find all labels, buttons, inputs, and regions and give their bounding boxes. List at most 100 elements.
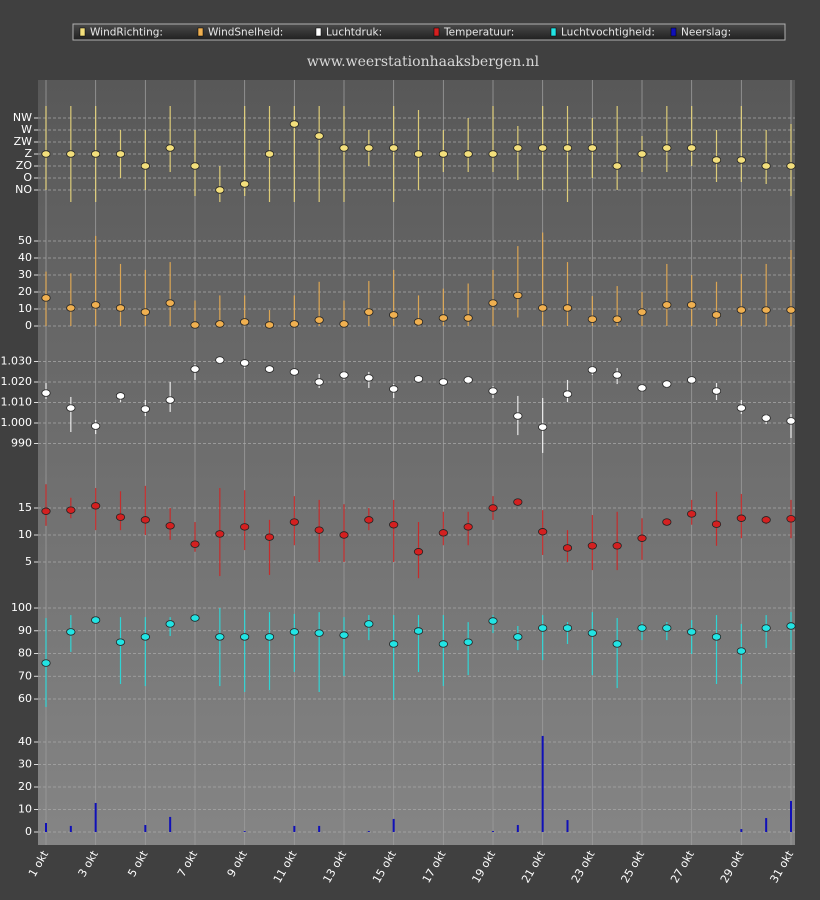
point (66, 150, 76, 158)
point (662, 518, 672, 526)
point (612, 315, 622, 323)
point (687, 376, 697, 384)
point (687, 510, 697, 518)
point (115, 304, 126, 312)
x-tick-label: 27 okt (668, 848, 697, 885)
point (91, 422, 101, 430)
x-tick-label: 21 okt (519, 848, 548, 885)
point (687, 628, 697, 636)
point (215, 530, 225, 538)
point (587, 144, 597, 152)
point (190, 614, 200, 622)
y-tick-label: 100 (11, 601, 32, 614)
bar (94, 802, 97, 832)
point (513, 498, 523, 506)
point (711, 387, 722, 395)
point (115, 150, 126, 158)
point (165, 396, 175, 404)
x-tick-label: 9 okt (225, 848, 251, 879)
point (389, 521, 399, 529)
point (538, 144, 548, 152)
point (587, 542, 597, 550)
y-tick-label: 0 (25, 319, 32, 332)
point (215, 320, 225, 328)
point (314, 378, 324, 386)
y-tick-label: 990 (11, 437, 32, 450)
x-tick-label: 11 okt (271, 848, 300, 885)
y-tick-label: 90 (18, 624, 32, 637)
point (761, 162, 771, 170)
point (637, 150, 647, 158)
point (215, 356, 225, 364)
y-tick-label: 40 (18, 251, 32, 264)
point (339, 531, 349, 539)
point (264, 633, 275, 641)
point (190, 540, 200, 548)
point (140, 308, 150, 316)
legend-label: Luchtvochtigheid: (561, 27, 655, 39)
point (240, 359, 250, 367)
point (41, 659, 51, 667)
point (488, 299, 498, 307)
bar (318, 825, 321, 832)
point (562, 624, 573, 632)
y-tick-label: NW (13, 111, 32, 124)
point (538, 304, 548, 312)
point (463, 314, 473, 322)
point (413, 627, 424, 635)
y-tick-label: 1.030 (1, 355, 33, 368)
point (115, 392, 126, 400)
point (488, 387, 498, 395)
point (364, 620, 374, 628)
point (488, 617, 498, 625)
point (587, 366, 597, 374)
point (513, 144, 523, 152)
x-tick-label: 25 okt (618, 848, 647, 885)
legend-swatch (550, 27, 557, 37)
point (662, 380, 672, 388)
point (66, 304, 76, 312)
bar (293, 825, 296, 832)
point (389, 311, 399, 319)
bar (144, 825, 147, 832)
point (364, 308, 374, 316)
point (711, 311, 722, 319)
point (240, 318, 250, 326)
point (438, 378, 448, 386)
point (215, 186, 225, 194)
point (637, 624, 647, 632)
x-tick-label: 29 okt (718, 848, 747, 885)
x-tick-label: 13 okt (320, 848, 349, 885)
point (339, 144, 349, 152)
legend-label: WindSnelheid: (208, 27, 283, 39)
x-tick-label: 1 okt (26, 848, 52, 879)
point (736, 156, 746, 164)
bar (45, 823, 47, 832)
point (364, 516, 374, 524)
point (264, 533, 275, 541)
point (41, 150, 51, 158)
point (314, 132, 324, 140)
point (289, 368, 299, 376)
point (413, 150, 424, 158)
point (41, 389, 51, 397)
legend-swatch (315, 27, 322, 37)
legend-label: Luchtdruk: (326, 27, 382, 39)
point (513, 412, 523, 420)
point (637, 384, 647, 392)
point (289, 628, 299, 636)
point (41, 294, 51, 302)
point (736, 404, 746, 412)
point (736, 514, 746, 522)
point (562, 144, 573, 152)
legend-label: Temperatuur: (443, 27, 514, 39)
point (612, 640, 622, 648)
bar (740, 829, 743, 832)
y-tick-label: 1.010 (1, 396, 33, 409)
point (786, 417, 796, 425)
bar (541, 735, 544, 832)
y-tick-label: 80 (18, 647, 32, 660)
y-tick-label: W (21, 123, 32, 136)
point (463, 523, 473, 531)
point (687, 301, 697, 309)
